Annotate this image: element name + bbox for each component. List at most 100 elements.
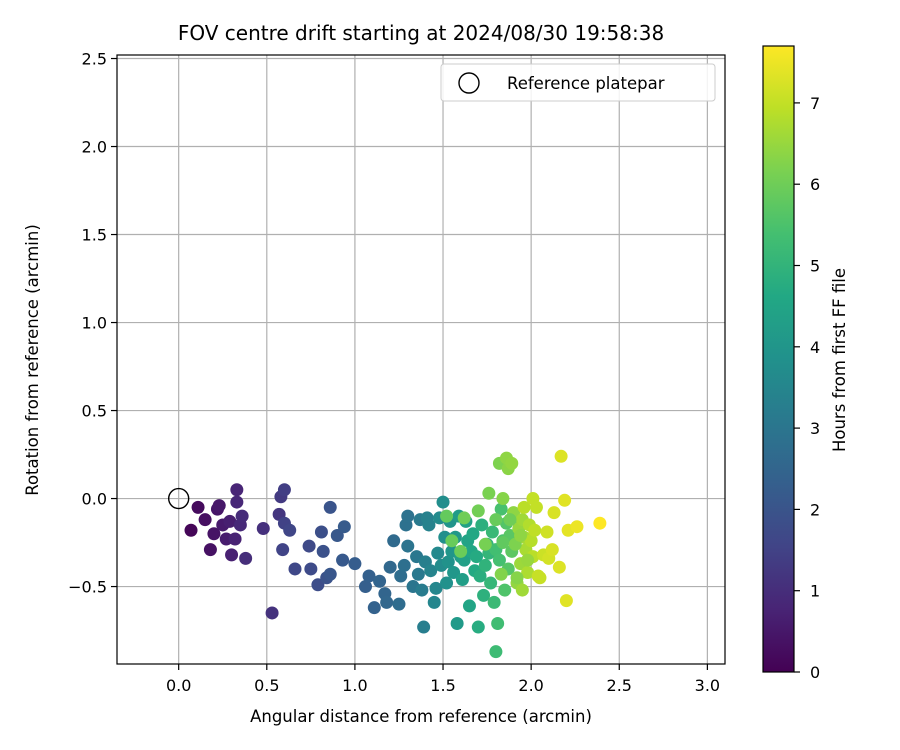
x-axis-ticks: 0.0 0.5 1.0 1.5 2.0 2.5 3.0: [166, 664, 720, 695]
data-point: [230, 483, 244, 497]
data-point: [471, 504, 485, 518]
data-point: [225, 548, 239, 562]
x-tick-label: 0.0: [166, 676, 191, 695]
data-point: [478, 537, 492, 551]
data-point: [373, 574, 387, 588]
data-point: [392, 597, 406, 611]
data-point: [540, 525, 554, 539]
data-point: [417, 620, 431, 634]
legend: Reference platepar: [440, 63, 716, 102]
data-point: [383, 560, 397, 574]
colorbar-ticks: 0 1 2 3 4 5 6 7: [794, 94, 820, 682]
data-point: [489, 513, 503, 527]
data-point: [570, 520, 584, 534]
reference-marker: [167, 487, 190, 510]
data-point: [198, 513, 212, 527]
data-point: [462, 599, 476, 613]
data-point: [191, 500, 205, 514]
data-point: [223, 514, 237, 528]
scatter-points: [184, 449, 607, 659]
data-point: [559, 594, 573, 608]
data-point: [545, 543, 559, 557]
y-tick-label: 0.5: [82, 402, 107, 421]
data-point: [510, 571, 524, 585]
data-point: [429, 581, 443, 595]
x-tick-label: 0.5: [254, 676, 279, 695]
data-point: [256, 521, 270, 535]
data-point: [323, 500, 337, 514]
colorbar-tick-label: 2: [810, 500, 820, 519]
data-point: [466, 527, 480, 541]
data-point: [496, 536, 510, 550]
data-point: [424, 564, 438, 578]
data-point: [503, 513, 517, 527]
data-point: [277, 483, 291, 497]
data-point: [517, 500, 531, 514]
colorbar-label: Hours from first FF file: [830, 268, 849, 452]
legend-box: [440, 63, 716, 102]
data-point: [478, 558, 492, 572]
data-point: [473, 569, 487, 583]
data-point: [484, 576, 498, 590]
data-point: [552, 560, 566, 574]
legend-reference-marker: [458, 72, 480, 94]
data-point: [521, 553, 535, 567]
data-point: [397, 558, 411, 572]
data-point: [487, 595, 501, 609]
colorbar-tick-label: 0: [810, 663, 820, 682]
data-point: [230, 495, 244, 509]
data-point: [489, 645, 503, 659]
data-point: [447, 565, 461, 579]
data-point: [348, 557, 362, 571]
data-point: [485, 525, 499, 539]
data-point: [494, 567, 508, 581]
data-point: [558, 493, 572, 507]
data-point: [394, 569, 408, 583]
data-point: [440, 509, 454, 523]
colorbar-tick-label: 7: [810, 94, 820, 113]
colorbar-tick-label: 5: [810, 257, 820, 276]
grid-lines: [117, 55, 725, 664]
y-tick-label: 1.0: [82, 314, 107, 333]
plot-frame: [116, 54, 726, 665]
data-point: [276, 543, 290, 557]
data-point: [593, 516, 607, 530]
data-point: [367, 601, 381, 615]
reference-point: [167, 487, 190, 510]
data-point: [304, 562, 318, 576]
data-point: [528, 523, 542, 537]
y-axis-label: Rotation from reference (arcmin): [23, 224, 42, 496]
data-point: [314, 525, 328, 539]
data-point: [457, 511, 471, 525]
data-point: [212, 499, 226, 513]
data-point: [401, 539, 415, 553]
x-tick-label: 3.0: [695, 676, 720, 695]
data-point: [265, 606, 279, 620]
y-tick-label: 2.5: [82, 50, 107, 69]
data-point: [362, 569, 376, 583]
data-point: [302, 539, 316, 553]
data-point: [470, 550, 484, 564]
data-point: [358, 580, 372, 594]
data-point: [524, 534, 538, 548]
y-tick-label: −0.5: [68, 578, 107, 597]
data-point: [450, 617, 464, 631]
colorbar-tick-label: 1: [810, 582, 820, 601]
y-axis-ticks: −0.5 0.0 0.5 1.0 1.5 2.0 2.5: [68, 50, 117, 597]
data-point: [207, 527, 221, 541]
data-point: [477, 588, 491, 602]
data-point: [415, 583, 429, 597]
data-point: [521, 565, 535, 579]
data-point: [401, 509, 415, 523]
data-point: [547, 506, 561, 520]
colorbar-tick-label: 4: [810, 338, 820, 357]
data-point: [330, 529, 344, 543]
colorbar-tick-label: 3: [810, 419, 820, 438]
data-point: [203, 543, 217, 557]
data-point: [323, 567, 337, 581]
data-point: [454, 544, 468, 558]
data-point: [440, 576, 454, 590]
colorbar: [762, 45, 795, 673]
x-tick-label: 2.0: [518, 676, 543, 695]
